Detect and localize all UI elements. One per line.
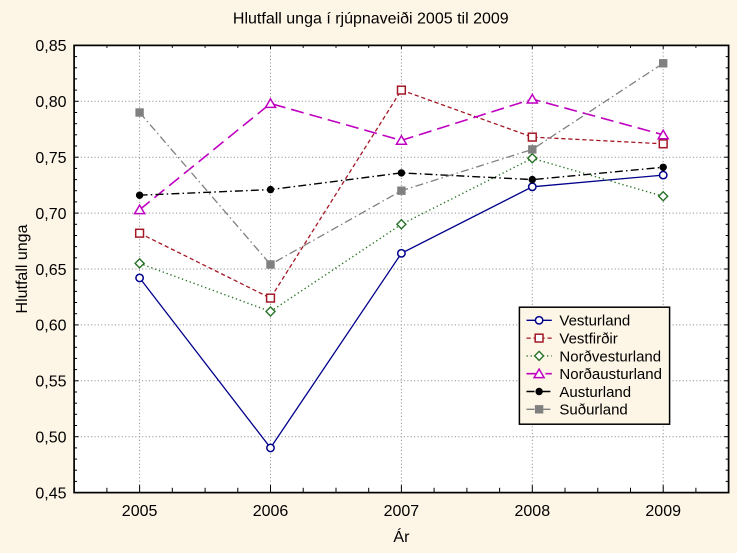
svg-text:2009: 2009 (645, 503, 681, 520)
svg-text:Suðurland: Suðurland (559, 402, 627, 419)
svg-text:0,60: 0,60 (35, 318, 66, 335)
svg-text:Vestfirðir: Vestfirðir (559, 331, 617, 348)
svg-text:0,70: 0,70 (35, 206, 66, 223)
svg-text:2006: 2006 (253, 503, 289, 520)
svg-text:Hlutfall unga: Hlutfall unga (14, 224, 31, 313)
svg-text:Vesturland: Vesturland (559, 313, 630, 330)
svg-text:0,65: 0,65 (35, 262, 66, 279)
svg-text:0,50: 0,50 (35, 430, 66, 447)
svg-text:Norðausturland: Norðausturland (559, 366, 662, 383)
svg-text:0,80: 0,80 (35, 94, 66, 111)
svg-text:Ár: Ár (393, 527, 410, 546)
svg-text:0,45: 0,45 (35, 485, 66, 502)
svg-text:0,75: 0,75 (35, 150, 66, 167)
svg-text:Norðvesturland: Norðvesturland (559, 348, 661, 365)
svg-text:Austurland: Austurland (559, 384, 631, 401)
svg-text:0,85: 0,85 (35, 38, 66, 55)
svg-text:2008: 2008 (515, 503, 551, 520)
svg-text:Hlutfall unga í rjúpnaveiði 20: Hlutfall unga í rjúpnaveiði 2005 til 200… (233, 10, 509, 27)
svg-text:0,55: 0,55 (35, 374, 66, 391)
svg-text:2007: 2007 (384, 503, 420, 520)
svg-text:2005: 2005 (122, 503, 158, 520)
